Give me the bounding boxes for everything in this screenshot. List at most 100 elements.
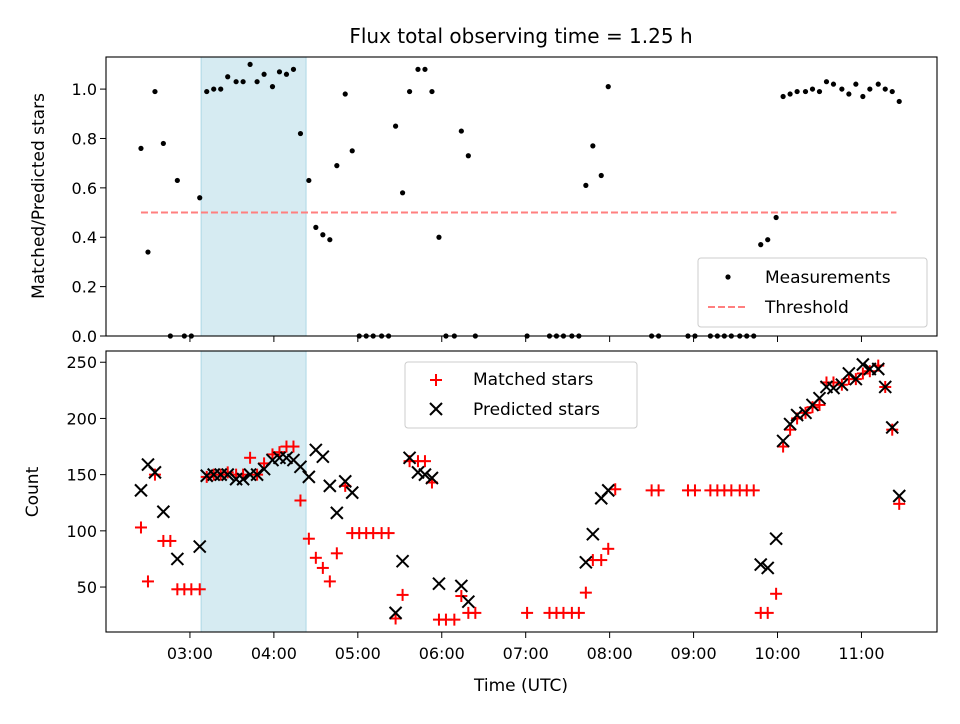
predicted-star-point <box>388 606 403 620</box>
predicted-star-point <box>776 434 790 448</box>
measurement-point <box>590 143 596 149</box>
predicted-star-point <box>892 489 906 503</box>
panel-top-ytick-label: 0.2 <box>72 278 97 297</box>
count-legend: Matched stars Predicted stars <box>404 361 638 429</box>
measurement-point <box>794 88 800 95</box>
count-legend-matched-marker <box>430 374 442 386</box>
x-tick-label: 04:00 <box>251 644 297 663</box>
measurement-point <box>787 91 793 97</box>
x-tick-label: 06:00 <box>419 644 465 663</box>
measurement-point <box>211 86 217 92</box>
measurement-point <box>839 86 845 92</box>
measurement-point <box>846 91 852 97</box>
matched-star-point <box>886 423 899 436</box>
measurement-point <box>349 148 355 154</box>
predicted-star-point <box>812 391 827 405</box>
predicted-star-point <box>395 554 410 568</box>
panel-bot-ytick-label: 100 <box>66 522 97 541</box>
predicted-star-point <box>826 381 841 395</box>
x-tick-label: 07:00 <box>503 644 549 663</box>
count-panel: 50 100 150 200 250 03:00 04:00 05:00 06:00 07:00 0… <box>23 350 938 696</box>
matched-star-point <box>688 484 701 497</box>
ratio-legend-box <box>697 257 928 328</box>
ratio-legend-measurements-label: Measurements <box>765 268 891 288</box>
measurement-point <box>174 177 180 184</box>
measurement-point <box>399 190 406 196</box>
measurement-point <box>765 237 771 243</box>
panel-top-ytick-label: 0.6 <box>72 179 97 198</box>
predicted-star-point <box>236 472 250 486</box>
matched-star-point <box>148 468 161 481</box>
panel-bot-ytick-label: 150 <box>66 466 97 485</box>
matched-star-point <box>595 554 608 567</box>
predicted-star-point <box>302 470 316 484</box>
predicted-star-point <box>878 380 892 394</box>
matched-star-point <box>141 575 154 588</box>
measurement-point <box>896 98 902 105</box>
panel-top-ytick-label: 0.8 <box>72 129 97 148</box>
matched-star-point <box>579 586 592 599</box>
measurement-point <box>145 249 151 255</box>
matched-star-point <box>389 612 402 625</box>
matched-star-point <box>396 588 409 601</box>
predicted-star-point <box>338 474 352 489</box>
matched-star-point <box>294 494 307 507</box>
predicted-star-point <box>316 449 330 464</box>
measurement-point <box>816 88 823 95</box>
predicted-star-point <box>193 539 207 554</box>
matched-star-point <box>806 401 819 414</box>
x-tick-label: 09:00 <box>671 644 717 663</box>
predicted-star-point <box>871 362 885 376</box>
matched-star-point <box>521 606 534 619</box>
matched-star-point <box>302 532 315 545</box>
count-plot-frame <box>105 350 938 633</box>
measurement-point <box>218 86 224 92</box>
x-tick-label: 08:00 <box>587 644 633 663</box>
measurement-point <box>823 79 830 85</box>
matched-star-point <box>309 551 322 564</box>
measurement-point <box>429 88 435 95</box>
predicted-star-point <box>454 579 469 593</box>
ratio-shaded-interval <box>200 56 307 337</box>
measurement-point <box>889 88 895 95</box>
panel-top-ytick-label: 0.0 <box>72 327 97 346</box>
matched-star-point <box>609 483 622 496</box>
matched-star-point <box>784 423 797 436</box>
matched-star-point <box>747 484 760 497</box>
predicted-star-point <box>148 465 162 480</box>
ratio-legend-threshold-label: Threshold <box>764 298 849 318</box>
count-legend-matched-label: Matched stars <box>473 370 593 390</box>
matched-star-point <box>856 367 869 380</box>
measurement-point <box>247 61 253 68</box>
panel-top-ytick-label: 1.0 <box>72 80 97 99</box>
measurement-point <box>204 88 210 95</box>
measurement-point <box>436 234 442 240</box>
measurement-point <box>860 93 866 100</box>
count-y-axis-label: Count <box>23 466 43 517</box>
measurement-point <box>598 172 604 179</box>
matched-star-point <box>134 521 147 534</box>
predicted-star-point <box>425 471 439 485</box>
measurement-point <box>334 163 340 169</box>
measurement-point <box>830 81 837 87</box>
matched-star-point <box>164 534 177 547</box>
measurement-point <box>867 86 873 92</box>
predicted-star-point <box>579 555 593 570</box>
measurement-point <box>853 81 859 87</box>
measurement-point <box>327 237 333 243</box>
x-tick-label: 11:00 <box>838 644 884 663</box>
measurement-point <box>240 79 246 85</box>
predicted-star-point <box>835 378 849 392</box>
measurement-point <box>197 195 203 201</box>
matched-star-point <box>273 446 286 459</box>
measurement-point <box>225 74 231 80</box>
matched-star-point <box>330 547 343 560</box>
matched-star-point <box>777 440 790 453</box>
measurement-point <box>276 69 283 75</box>
matched-star-point <box>770 587 783 600</box>
predicted-star-point <box>293 460 308 474</box>
matched-star-point <box>455 590 468 603</box>
measurement-point <box>773 214 779 221</box>
matched-star-point <box>244 451 257 464</box>
x-tick-label: 03:00 <box>167 644 213 663</box>
